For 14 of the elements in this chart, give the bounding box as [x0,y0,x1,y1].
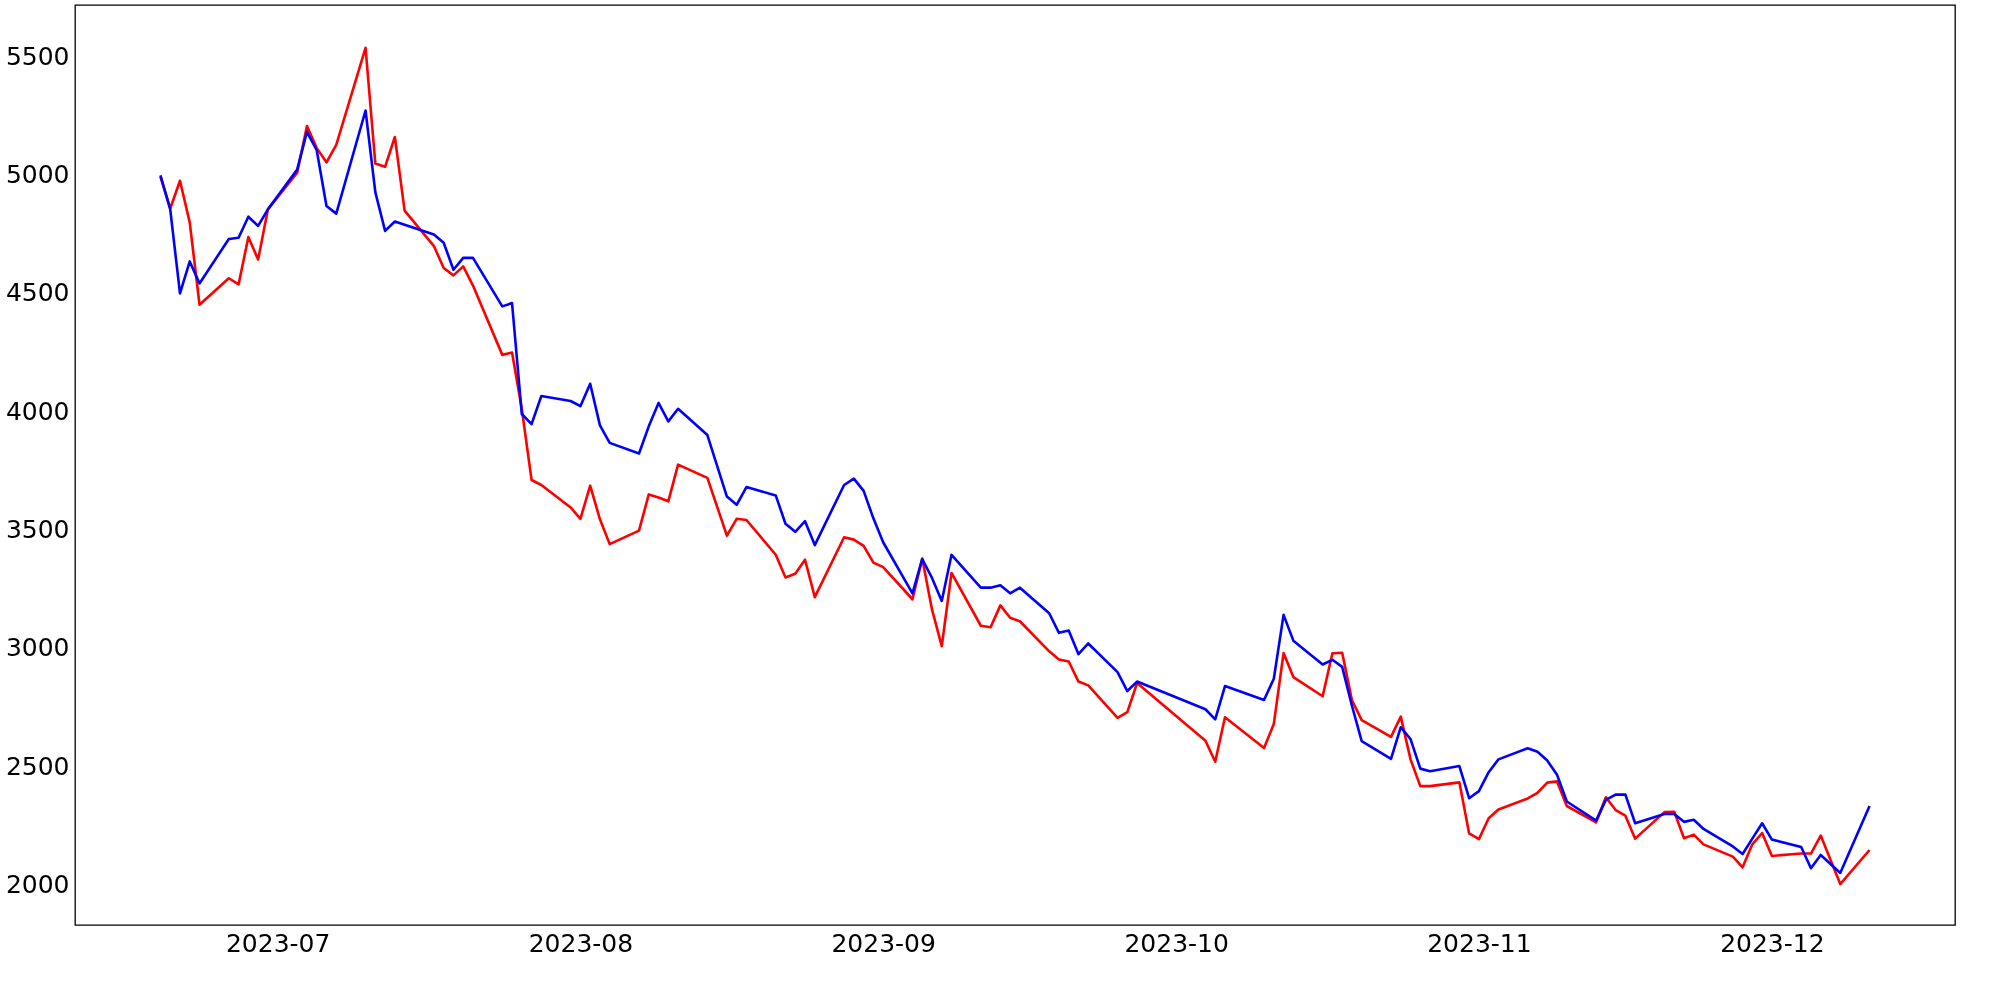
x-tick-label: 2023-08 [528,928,634,958]
x-tick-label: 2023-09 [831,928,936,958]
y-tick-label: 4500 [5,278,70,308]
y-tick-label: 3500 [5,514,70,544]
y-tick-label: 4000 [5,396,70,426]
y-tick-label: 5000 [5,160,70,190]
x-tick-label: 2023-07 [225,928,331,958]
y-tick-label: 2000 [5,869,70,899]
y-tick-label: 2500 [5,751,70,781]
y-tick-label: 3000 [5,633,70,663]
x-tick-label: 2023-11 [1427,928,1532,958]
x-tick-label: 2023-10 [1124,928,1229,958]
y-tick-label: 5500 [5,41,70,71]
x-tick-label: 2023-12 [1720,928,1825,958]
